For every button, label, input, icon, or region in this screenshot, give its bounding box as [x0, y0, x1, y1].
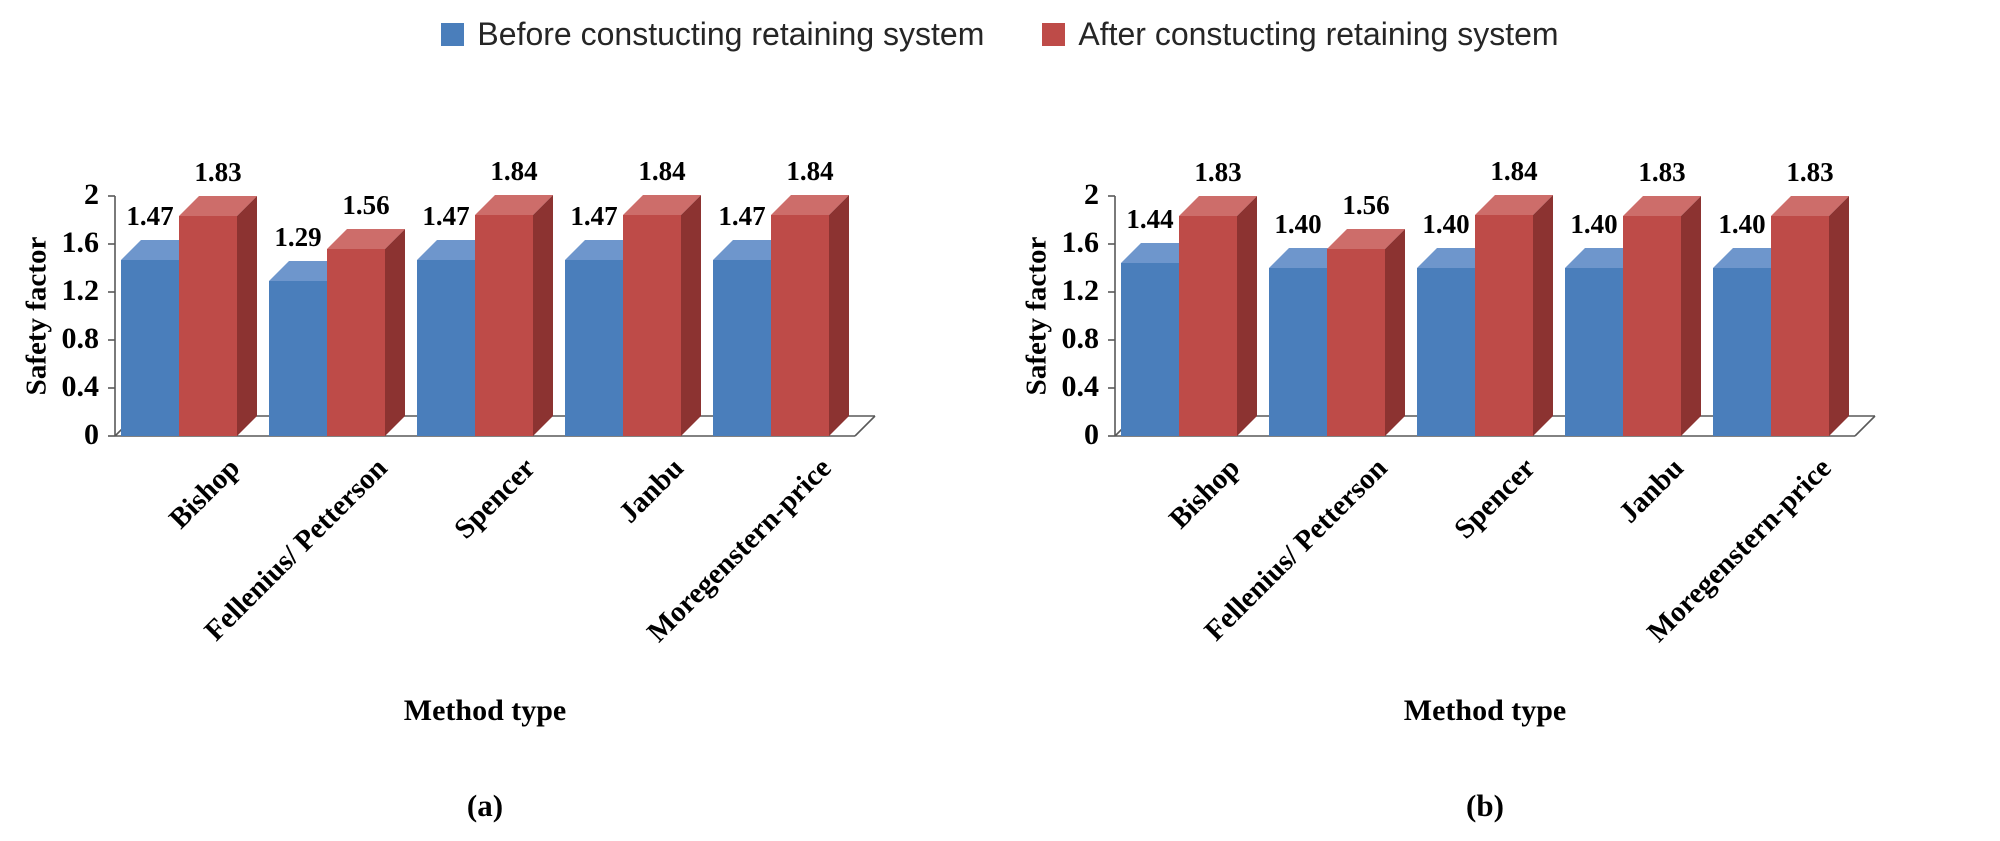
bar-value-label: 1.83	[1786, 157, 1834, 188]
bar-value-label: 1.83	[1194, 157, 1242, 188]
bar-group: 1.29 1.56	[263, 190, 411, 436]
y-axis-tick-label: 2	[1084, 178, 1099, 211]
x-category-label: Spencer	[1448, 452, 1542, 546]
y-axis-tick-label: 0.8	[1061, 322, 1100, 355]
x-axis-title: Method type	[1403, 694, 1567, 727]
bar-group: 1.40 1.83	[1707, 157, 1855, 436]
bar-after	[475, 215, 533, 436]
bar-value-label: 1.84	[490, 156, 538, 187]
bar-after	[1475, 215, 1533, 436]
x-category-label: Janbu	[1612, 452, 1690, 530]
plot-area: 1.47 1.83 1.29 1.56 1.47 1.84 1.47 1.84 1.47 1.84	[115, 156, 875, 436]
legend-item-after: After constucting retaining system	[1042, 15, 1559, 53]
x-category-label: Janbu	[612, 452, 690, 530]
y-axis-tick-label: 0.8	[61, 322, 100, 355]
bar-value-label: 1.47	[422, 200, 470, 231]
bar-before	[1121, 263, 1179, 436]
bar-before	[269, 281, 327, 436]
legend-item-before: Before constucting retaining system	[441, 16, 984, 53]
bar-group: 1.47 1.84	[707, 156, 855, 436]
bar-value-label: 1.83	[194, 157, 242, 188]
y-axis-tick-label: 1.2	[1061, 274, 1100, 307]
bar-value-label: 1.40	[1422, 209, 1470, 239]
bar-after	[1327, 248, 1385, 436]
bar-group: 1.47 1.83	[115, 157, 263, 436]
bar-value-label: 1.40	[1718, 209, 1766, 239]
x-axis-title: Method type	[403, 694, 567, 727]
y-axis-tick-label: 1.6	[1061, 226, 1100, 259]
bar-after	[1623, 216, 1681, 436]
bar-before	[121, 259, 179, 436]
bar-after	[1771, 216, 1829, 436]
x-category-label: Bishop	[1162, 452, 1246, 536]
x-category-label: Spencer	[448, 452, 542, 546]
y-axis-tick-label: 1.6	[61, 226, 100, 259]
x-category-label: Bishop	[162, 452, 246, 536]
legend-label-after: After constucting retaining system	[1078, 15, 1559, 52]
bar-value-label: 1.83	[1638, 157, 1686, 188]
bar-before	[417, 259, 475, 436]
bar-after	[179, 216, 237, 436]
bar-after	[327, 248, 385, 436]
bar-group: 1.40 1.56	[1263, 190, 1411, 436]
plot-area: 1.44 1.83 1.40 1.56 1.40 1.84 1.40 1.83 1.40 1.83	[1115, 156, 1875, 436]
bar-before	[1565, 268, 1623, 436]
bar-group: 1.44 1.83	[1115, 157, 1263, 436]
y-axis-tick-label: 2	[84, 178, 99, 211]
bar-group: 1.40 1.83	[1559, 157, 1707, 436]
chart-a: Safety factor 0 0.4 0.8 1.2 1.6 2 1.47 1.83 1.29 1…	[0, 66, 1000, 841]
chart-caption: (a)	[466, 788, 504, 823]
bar-group: 1.47 1.84	[559, 156, 707, 436]
y-axis-tick-label: 0.4	[1061, 370, 1100, 403]
bar-value-label: 1.47	[126, 200, 174, 231]
bar-before	[1417, 268, 1475, 436]
chart-caption: (b)	[1466, 788, 1504, 823]
bar-before	[713, 259, 771, 436]
chart-legend: Before constucting retaining system Afte…	[0, 0, 2000, 56]
chart-b: Safety factor 0 0.4 0.8 1.2 1.6 2 1.44 1.83 1.40 1…	[1000, 66, 2000, 841]
bar-value-label: 1.84	[638, 156, 686, 187]
y-axis-tick-label: 0	[84, 418, 99, 451]
bar-value-label: 1.56	[342, 189, 390, 220]
bar-after	[623, 215, 681, 436]
legend-label-before: Before constucting retaining system	[477, 15, 985, 52]
y-axis-tick-label: 0	[1084, 418, 1099, 451]
bar-before	[1713, 268, 1771, 436]
bar-value-label: 1.40	[1274, 209, 1322, 239]
bar-before	[565, 259, 623, 436]
bar-value-label: 1.84	[1490, 156, 1538, 187]
y-axis-tick-label: 0.4	[61, 370, 100, 403]
legend-swatch-after-icon	[1042, 22, 1066, 46]
charts-row: Safety factor 0 0.4 0.8 1.2 1.6 2 1.47 1.83 1.29 1…	[0, 66, 2000, 841]
bar-value-label: 1.47	[718, 200, 766, 231]
legend-swatch-before-icon	[441, 22, 465, 46]
bar-value-label: 1.56	[1342, 189, 1390, 220]
bar-value-label: 1.40	[1570, 209, 1618, 239]
bar-value-label: 1.29	[274, 222, 322, 253]
bar-group: 1.40 1.84	[1411, 156, 1559, 436]
bar-after	[1179, 216, 1237, 436]
bar-value-label: 1.84	[786, 156, 834, 187]
bar-group: 1.47 1.84	[411, 156, 559, 436]
bar-before	[1269, 268, 1327, 436]
y-axis-tick-label: 1.2	[61, 274, 100, 307]
bar-value-label: 1.47	[570, 200, 618, 231]
bar-value-label: 1.44	[1126, 204, 1174, 235]
bar-after	[771, 215, 829, 436]
